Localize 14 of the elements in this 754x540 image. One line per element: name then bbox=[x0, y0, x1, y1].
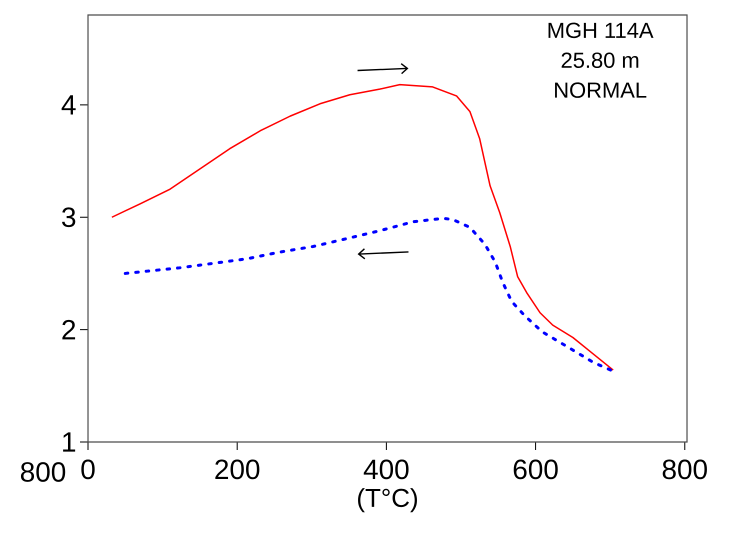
annotation: NORMAL bbox=[555, 82, 646, 98]
x-tick-label: 0 bbox=[81, 460, 95, 480]
x-axis-title: (T°C) bbox=[358, 488, 417, 512]
y-tick-label: 4 bbox=[62, 95, 76, 114]
line-series bbox=[124, 216, 615, 373]
x-tick-label: 200 bbox=[215, 460, 260, 480]
x-tick-label: 600 bbox=[514, 460, 558, 480]
y-tick-label: 3 bbox=[62, 207, 76, 228]
annotation: 25.80 m bbox=[562, 52, 638, 68]
y-tick-label: 2 bbox=[62, 320, 76, 340]
annotation: MGH 114A bbox=[548, 22, 654, 38]
y-tick-label: 1 bbox=[63, 432, 76, 452]
x-tick-label: 400 bbox=[364, 460, 409, 480]
x-tick-label: 800 bbox=[662, 460, 707, 480]
